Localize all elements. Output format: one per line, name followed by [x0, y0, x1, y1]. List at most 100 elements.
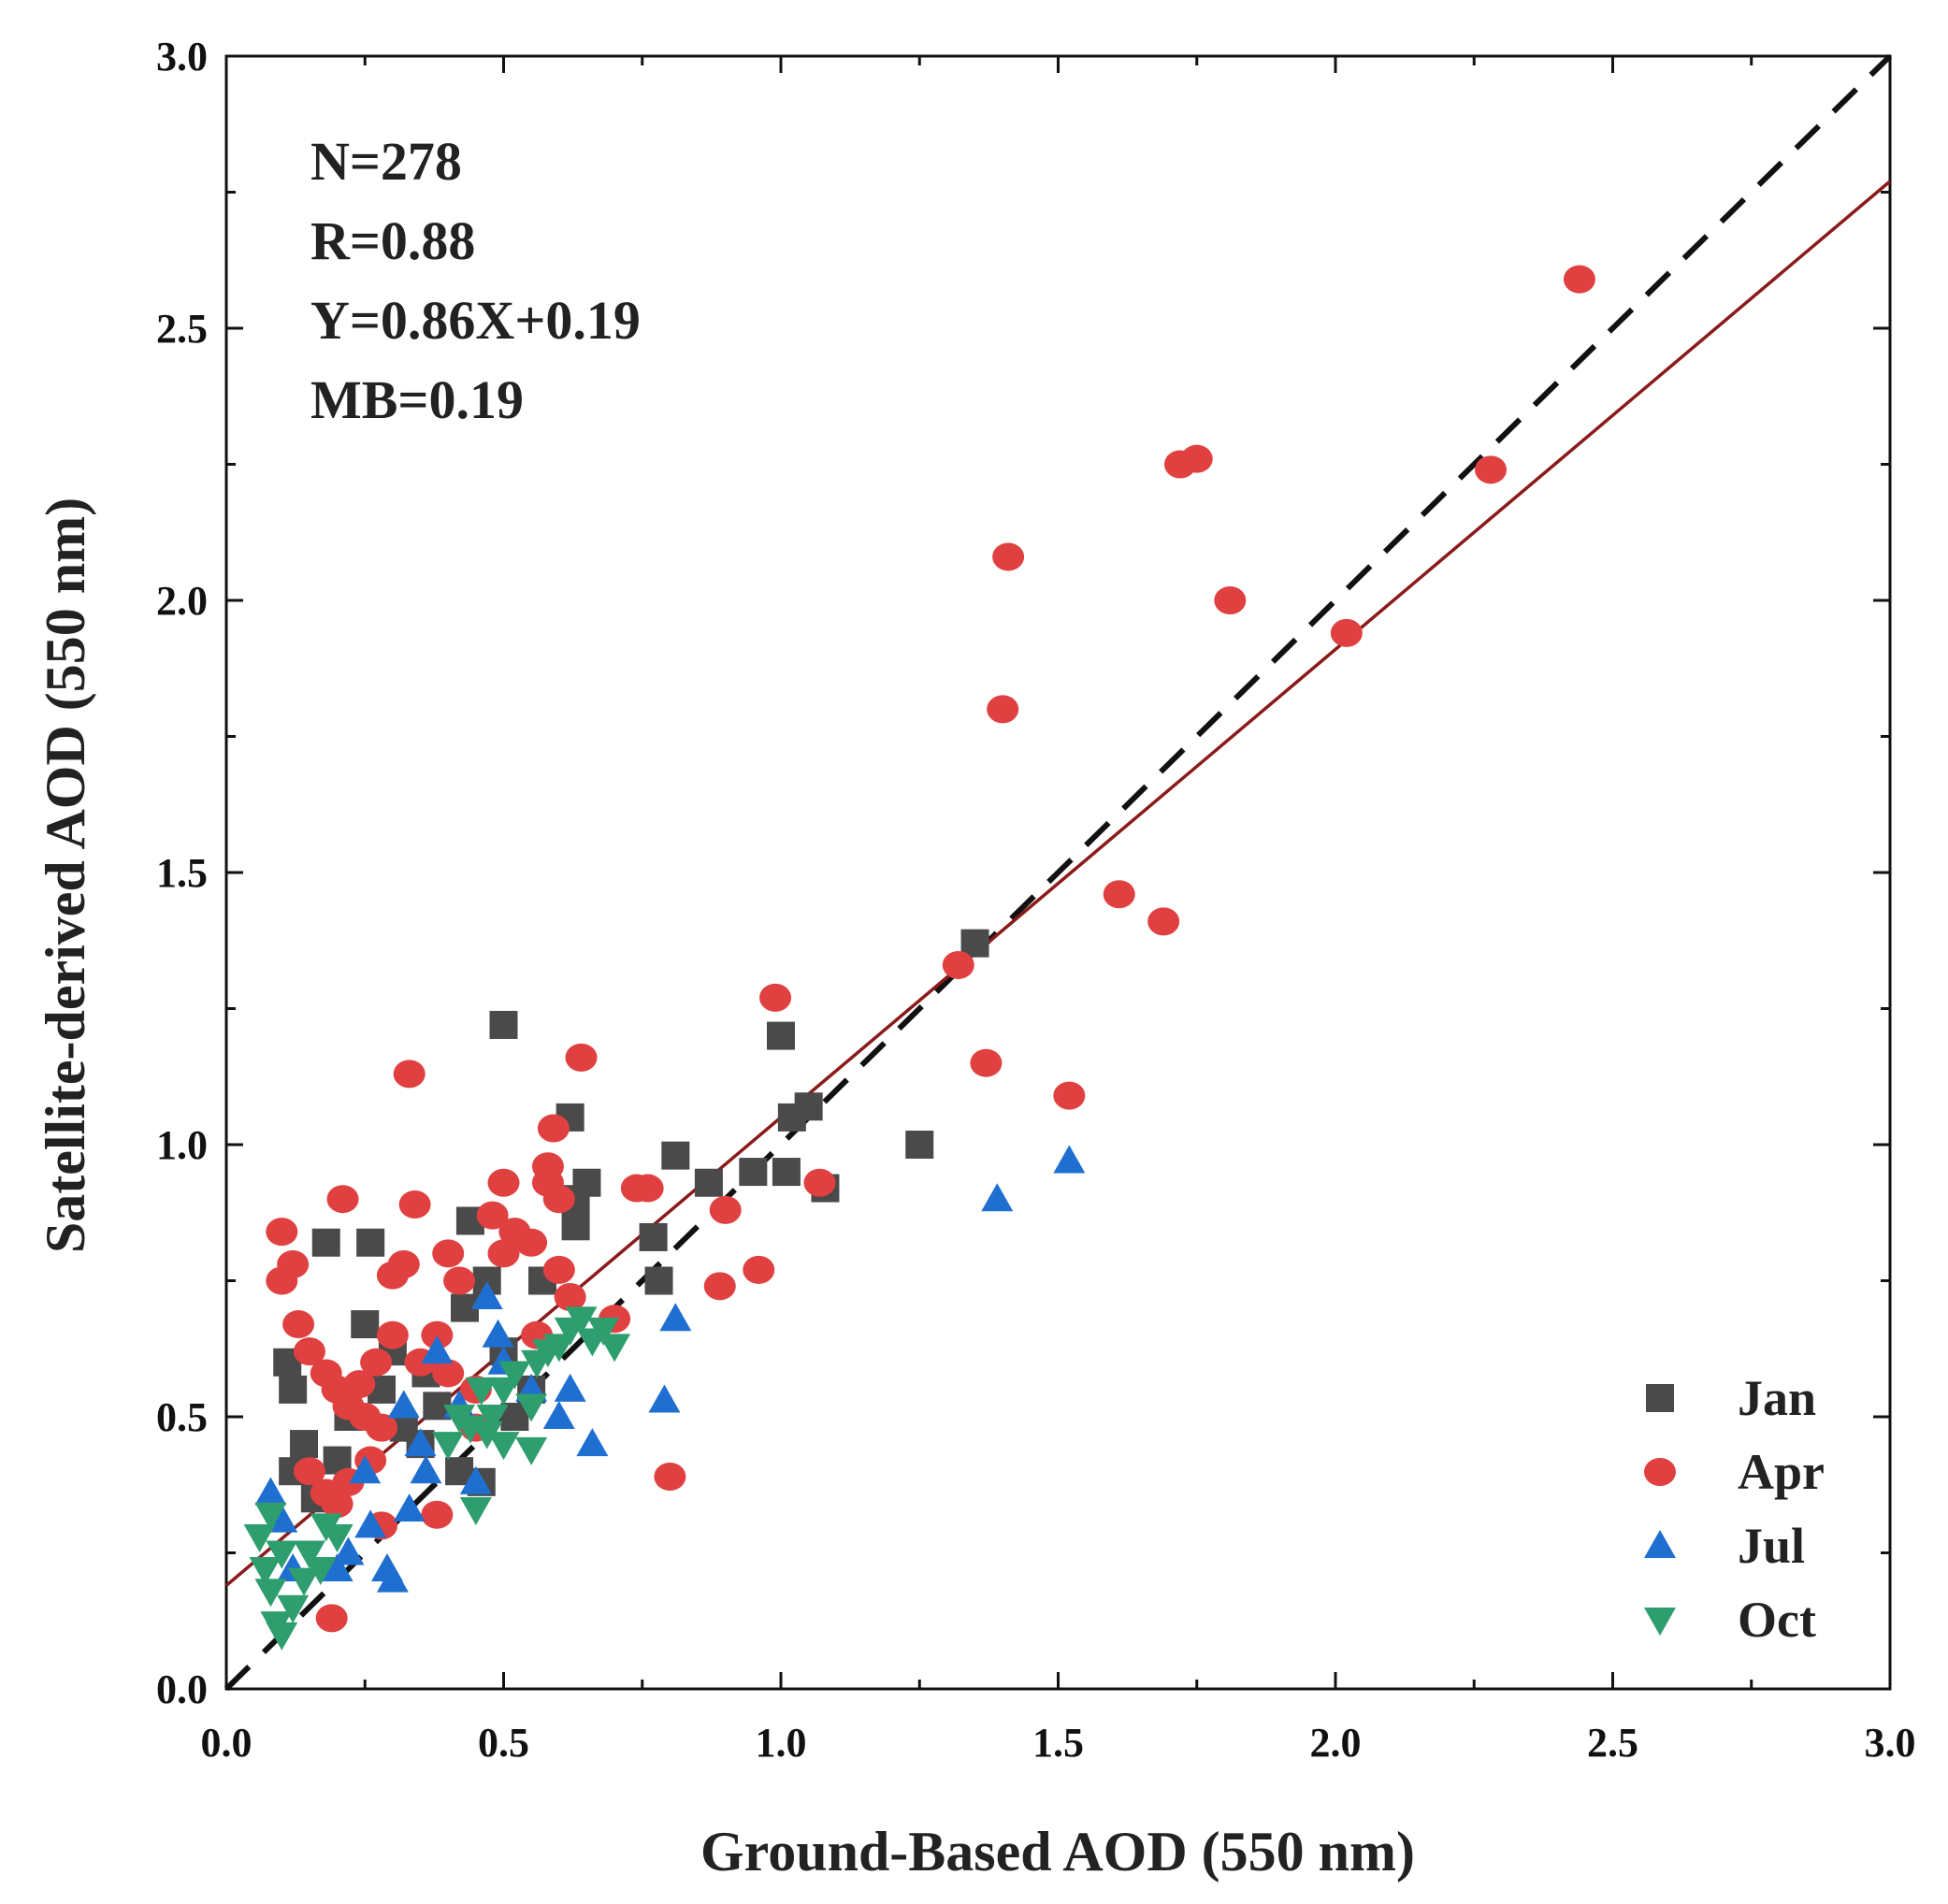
point-jan	[644, 1266, 673, 1295]
point-apr	[266, 1218, 298, 1247]
point-apr	[992, 542, 1025, 571]
point-jul	[321, 1552, 354, 1581]
point-jan	[356, 1228, 385, 1257]
point-apr	[631, 1174, 664, 1203]
point-apr	[1147, 907, 1180, 936]
legend-label-jul: Jul	[1738, 1518, 1805, 1574]
legend-label-jan: Jan	[1738, 1370, 1816, 1426]
point-apr	[565, 1043, 598, 1072]
x-tick-label: 1.5	[1032, 1720, 1084, 1766]
point-apr	[1053, 1081, 1086, 1110]
point-jan	[661, 1141, 690, 1170]
legend-label-oct: Oct	[1738, 1592, 1816, 1648]
point-jul	[410, 1455, 442, 1484]
point-oct	[243, 1524, 276, 1553]
point-apr	[387, 1250, 420, 1279]
point-jan	[290, 1430, 319, 1459]
point-jul	[254, 1477, 287, 1506]
stat-equation: Y=0.86X+0.19	[310, 290, 641, 351]
point-oct	[487, 1377, 520, 1406]
point-jan	[772, 1158, 801, 1187]
point-apr	[393, 1060, 426, 1089]
point-apr	[1330, 618, 1363, 647]
data-points	[243, 265, 1595, 1651]
series-jul	[254, 1145, 1086, 1593]
point-apr	[421, 1500, 454, 1529]
point-apr	[432, 1239, 465, 1268]
y-tick-label: 3.0	[156, 34, 208, 79]
point-apr	[376, 1320, 409, 1349]
point-oct	[515, 1393, 548, 1422]
axis-ticks: 0.0 0.5 1.0 1.5 2.0 2.5 3.0 0.0 0.5 1.0 1.5 2.0 2.5 3…	[156, 34, 1916, 1766]
point-jul	[542, 1401, 575, 1429]
point-jan	[905, 1131, 934, 1159]
point-jul	[554, 1373, 586, 1402]
point-oct	[487, 1432, 520, 1461]
point-oct	[249, 1556, 281, 1585]
point-oct	[266, 1622, 298, 1651]
point-apr	[293, 1337, 325, 1366]
point-apr	[487, 1239, 520, 1268]
point-apr	[432, 1359, 465, 1388]
point-jan	[351, 1310, 380, 1339]
legend-label-apr: Apr	[1738, 1444, 1825, 1500]
point-oct	[288, 1567, 321, 1596]
point-apr	[343, 1370, 376, 1399]
point-apr	[476, 1201, 509, 1230]
point-oct	[565, 1306, 598, 1335]
point-jul	[981, 1183, 1014, 1212]
point-jul	[354, 1509, 387, 1538]
point-apr	[398, 1190, 431, 1219]
point-jul	[421, 1335, 454, 1364]
point-apr	[515, 1228, 548, 1257]
legend-swatch-apr	[1644, 1458, 1676, 1486]
legend: Jan Apr Jul Oct	[1644, 1370, 1825, 1648]
point-oct	[432, 1432, 465, 1461]
y-tick-label: 0.5	[156, 1394, 208, 1440]
point-apr	[759, 983, 792, 1012]
x-tick-label: 2.0	[1310, 1720, 1362, 1766]
point-jul	[659, 1303, 692, 1332]
point-oct	[515, 1436, 548, 1465]
point-jul	[470, 1280, 503, 1309]
point-apr	[743, 1255, 775, 1284]
point-jan	[311, 1228, 340, 1257]
point-jul	[576, 1428, 609, 1457]
x-tick-label: 3.0	[1865, 1720, 1916, 1766]
point-oct	[266, 1540, 298, 1569]
point-jul	[349, 1455, 382, 1484]
point-jul	[393, 1493, 426, 1522]
point-jul	[404, 1428, 437, 1457]
point-apr	[326, 1185, 359, 1214]
point-apr	[654, 1463, 686, 1492]
stat-mb: MB=0.19	[310, 369, 524, 430]
point-apr	[487, 1168, 520, 1197]
point-apr	[542, 1255, 575, 1284]
point-oct	[587, 1317, 620, 1346]
point-jul	[1053, 1145, 1086, 1174]
point-apr	[443, 1266, 476, 1295]
series-oct	[243, 1306, 631, 1651]
point-apr	[542, 1185, 575, 1214]
point-apr	[282, 1310, 315, 1339]
legend-swatch-oct	[1644, 1608, 1676, 1636]
series-apr	[266, 265, 1595, 1633]
x-axis-title: Ground-Based AOD (550 nm)	[700, 1821, 1415, 1882]
point-jan	[794, 1092, 823, 1121]
y-tick-label: 2.5	[156, 306, 208, 352]
legend-swatch-jan	[1646, 1384, 1674, 1412]
point-jul	[482, 1319, 514, 1348]
point-apr	[315, 1604, 348, 1633]
point-oct	[254, 1502, 287, 1531]
point-apr	[360, 1348, 393, 1377]
point-apr	[987, 695, 1019, 724]
point-jan	[489, 1010, 518, 1039]
stats-box: N=278 R=0.88 Y=0.86X+0.19 MB=0.19	[310, 131, 641, 430]
x-tick-label: 0.5	[478, 1720, 529, 1766]
point-oct	[498, 1361, 531, 1390]
y-axis-title: Satellite-derived AOD (550 nm)	[35, 498, 96, 1253]
point-oct	[470, 1421, 503, 1450]
point-oct	[277, 1594, 310, 1623]
